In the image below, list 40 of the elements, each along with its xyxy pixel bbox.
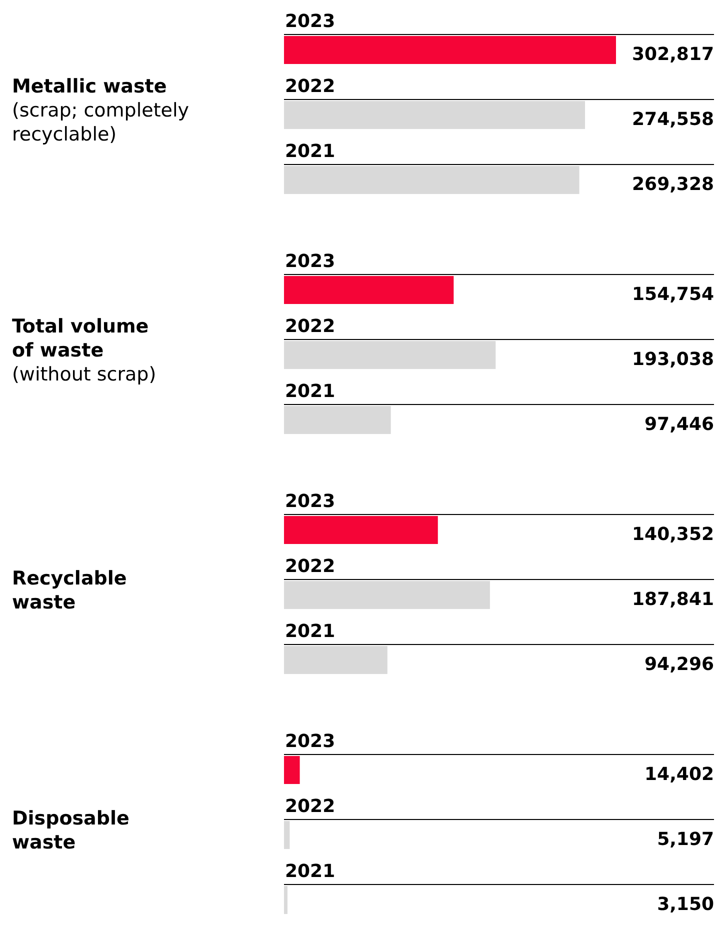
data-label: 302,817 <box>632 44 714 65</box>
y-tick-label: Disposable waste <box>12 808 130 854</box>
bar <box>284 821 290 849</box>
bar <box>284 516 438 544</box>
data-label: 5,197 <box>657 829 714 850</box>
text: 2023 <box>285 491 336 512</box>
text: 2022 <box>285 556 336 577</box>
text: 2022 <box>285 316 336 337</box>
text: 2021 <box>285 381 336 402</box>
data-label: 3,150 <box>657 894 714 915</box>
y-tick-label: Total volume of waste (without scrap) <box>12 316 156 386</box>
text: 2021 <box>285 861 336 882</box>
data-label: 94,296 <box>644 654 714 675</box>
bar <box>284 406 391 434</box>
text: 2023 <box>285 251 336 272</box>
series-label: 2023 <box>285 11 336 32</box>
text: 2022 <box>285 796 336 817</box>
bar <box>284 581 490 609</box>
bar <box>284 886 288 914</box>
series-label: 2021 <box>285 141 336 162</box>
data-label: 274,558 <box>632 109 714 130</box>
bar <box>284 166 580 194</box>
data-label: 14,402 <box>644 764 714 785</box>
bar <box>284 756 300 784</box>
data-label: 193,038 <box>632 349 714 370</box>
data-label: 97,446 <box>644 414 714 435</box>
series-label: 2022 <box>285 76 336 97</box>
bar <box>284 101 586 129</box>
text: 2021 <box>285 621 336 642</box>
data-label: 140,352 <box>632 524 714 545</box>
data-label: 269,328 <box>632 174 714 195</box>
data-label: 154,754 <box>632 284 714 305</box>
y-tick-label: Recyclable waste <box>12 568 127 614</box>
text: 2023 <box>285 731 336 752</box>
bar <box>284 646 388 674</box>
y-tick-label: Metallic waste (scrap; completely recyclable) <box>12 76 189 146</box>
bar <box>284 36 616 64</box>
bar <box>284 341 496 369</box>
bar <box>284 276 454 304</box>
data-label: 187,841 <box>632 589 714 610</box>
